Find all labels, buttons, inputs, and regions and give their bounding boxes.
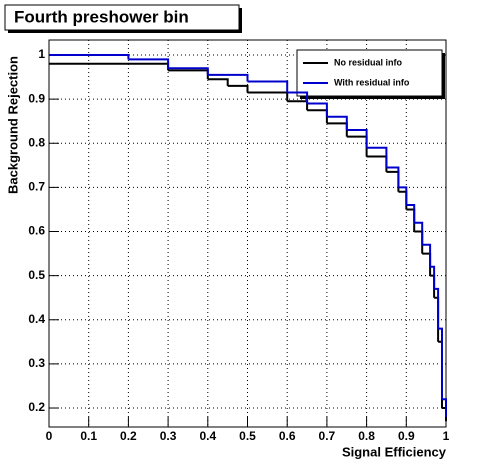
y-tick-label: 0.9 <box>28 91 45 105</box>
y-tick-label: 0.3 <box>28 356 45 370</box>
x-tick-label: 0.1 <box>80 429 97 443</box>
y-tick-label: 0.2 <box>28 400 45 414</box>
x-tick-label: 1 <box>443 429 450 443</box>
x-tick-label: 0 <box>46 429 53 443</box>
y-tick-label: 0.8 <box>28 135 45 149</box>
y-tick-label: 0.7 <box>28 180 45 194</box>
x-tick-label: 0.9 <box>398 429 415 443</box>
y-tick-label: 0.6 <box>28 224 45 238</box>
x-tick-label: 0.4 <box>199 429 216 443</box>
x-tick-label: 0.6 <box>279 429 296 443</box>
y-tick-label: 1 <box>38 47 45 61</box>
y-axis-title: Background Rejection <box>5 56 20 194</box>
x-axis-title: Signal Efficiency <box>342 444 447 459</box>
x-tick-label: 0.3 <box>160 429 177 443</box>
x-tick-label: 0.7 <box>319 429 336 443</box>
x-tick-label: 0.5 <box>239 429 256 443</box>
x-tick-label: 0.8 <box>358 429 375 443</box>
y-tick-label: 0.4 <box>28 312 45 326</box>
y-tick-label: 0.5 <box>28 268 45 282</box>
title-box <box>4 4 240 31</box>
chart-title: Fourth preshower bin <box>14 7 189 26</box>
series-line <box>49 54 447 417</box>
legend-label: No residual info <box>334 57 403 67</box>
legend-box <box>296 49 443 97</box>
legend-label: With residual info <box>334 77 410 87</box>
x-tick-label: 0.2 <box>120 429 137 443</box>
